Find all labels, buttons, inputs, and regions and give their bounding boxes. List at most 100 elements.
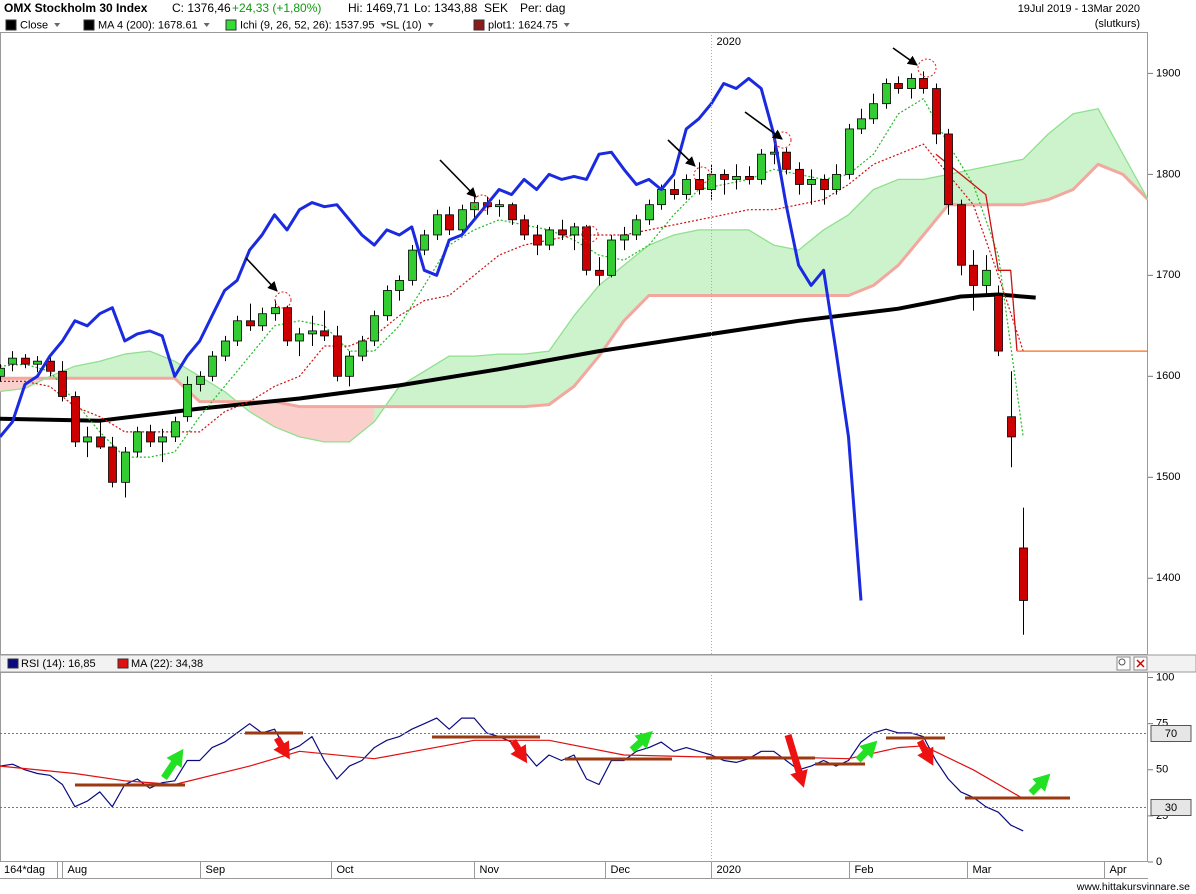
candle-body [158,436,167,443]
candle-body [221,340,230,357]
zoom-icon [1118,658,1126,666]
candle-body [146,431,155,443]
candle-body [383,290,392,317]
highlight-circle [581,225,599,243]
legend-dropdown[interactable] [54,23,61,27]
zoom-button[interactable] [1116,656,1131,671]
candle-body [670,189,679,195]
candle-body [21,357,30,365]
close-icon [1136,659,1145,668]
candle-body [882,83,891,105]
candle-body [395,279,404,291]
candle-body [632,219,641,236]
indicator-line [0,292,1036,423]
candle-body [71,396,80,443]
y-tick-label: 1700 [1156,269,1180,281]
candle-body [845,128,854,175]
legend-label: Close [20,19,48,31]
candle-body [458,209,467,231]
candle-body [1007,416,1016,438]
cloud-segment [124,350,151,379]
candle-body [795,168,804,185]
sell-arrow [916,739,934,766]
candle-body [832,173,841,190]
footer: www.hittakursvinnare.se [1076,881,1190,893]
candle-body [208,355,217,377]
signal-arrow [667,139,696,167]
y-tick-label: 1900 [1156,67,1180,79]
legend-label: RSI (14): 16,85 [21,658,96,670]
candle-body [757,153,766,180]
cloud-segment [723,229,749,296]
price-type: (slutkurs) [1095,18,1140,30]
y-tick-label: 0 [1156,856,1162,868]
candle-body [620,234,629,241]
candle-body [108,446,117,483]
candle-body [820,179,829,190]
indicator-line [0,143,1024,433]
cloud-segment [673,229,700,296]
candle-body [508,204,517,221]
annotations [75,47,1070,800]
buy-arrow [161,748,184,780]
x-tick-label: Dec [611,864,631,876]
candle-body [982,269,991,286]
legend-dropdown[interactable] [427,23,434,27]
candle-body [320,330,329,337]
candle-body [495,204,504,208]
candle-body [183,383,192,418]
cloud-segment [473,353,500,407]
price-plot [0,71,1148,635]
legend-dropdown[interactable] [380,23,387,27]
legend-swatch [473,19,485,31]
candle-body [732,175,741,180]
currency: SEK [484,1,508,15]
chart-title: OMX Stockholm 30 Index [4,1,148,15]
change-value: +24,33 (+1,80%) [232,1,321,15]
candle-body [745,175,754,180]
sell-arrow [510,739,528,764]
candle-body [96,436,105,448]
level-box [1150,725,1192,742]
close-value: C: 1376,46 [172,1,231,15]
legend-dropdown[interactable] [563,23,570,27]
y-tick-label: 100 [1156,671,1174,683]
y-tick-label: 1600 [1156,370,1180,382]
candle-body [682,179,691,195]
highlight-circle [473,194,491,212]
candle-body [358,340,367,357]
candle-body [445,214,454,231]
candle-body [570,226,579,236]
legend-swatch [117,658,129,669]
buy-arrow [629,731,653,753]
legend-swatch [7,658,19,669]
x-tick-label: Feb [855,864,874,876]
candle-body [83,436,92,443]
cloud-segment [997,158,1024,205]
legend-label: MA 4 (200): 1678.61 [98,19,198,31]
candle-body [333,335,342,377]
legend-dropdown[interactable] [203,23,210,27]
candle-body [1019,547,1028,601]
signal-arrow [439,159,477,198]
candle-body [944,133,953,206]
indicator-line [935,153,1018,352]
candle-body [258,313,267,327]
legend-swatch [83,19,95,31]
candle-body [420,234,429,251]
buy-arrow [1028,773,1051,796]
candle-body [370,315,379,342]
candle-body [607,239,616,276]
candle-body [520,219,529,236]
candle-body [957,204,966,266]
candle-body [558,229,567,236]
highlight-circle [774,131,792,149]
highlight-circle [274,291,292,309]
x-tick-label: Nov [480,864,500,876]
candle-body [33,360,42,365]
candle-body [295,333,304,342]
legend-swatch [225,19,237,31]
candle-body [857,118,866,130]
legend-label: plot1: 1624.75 [488,19,558,31]
